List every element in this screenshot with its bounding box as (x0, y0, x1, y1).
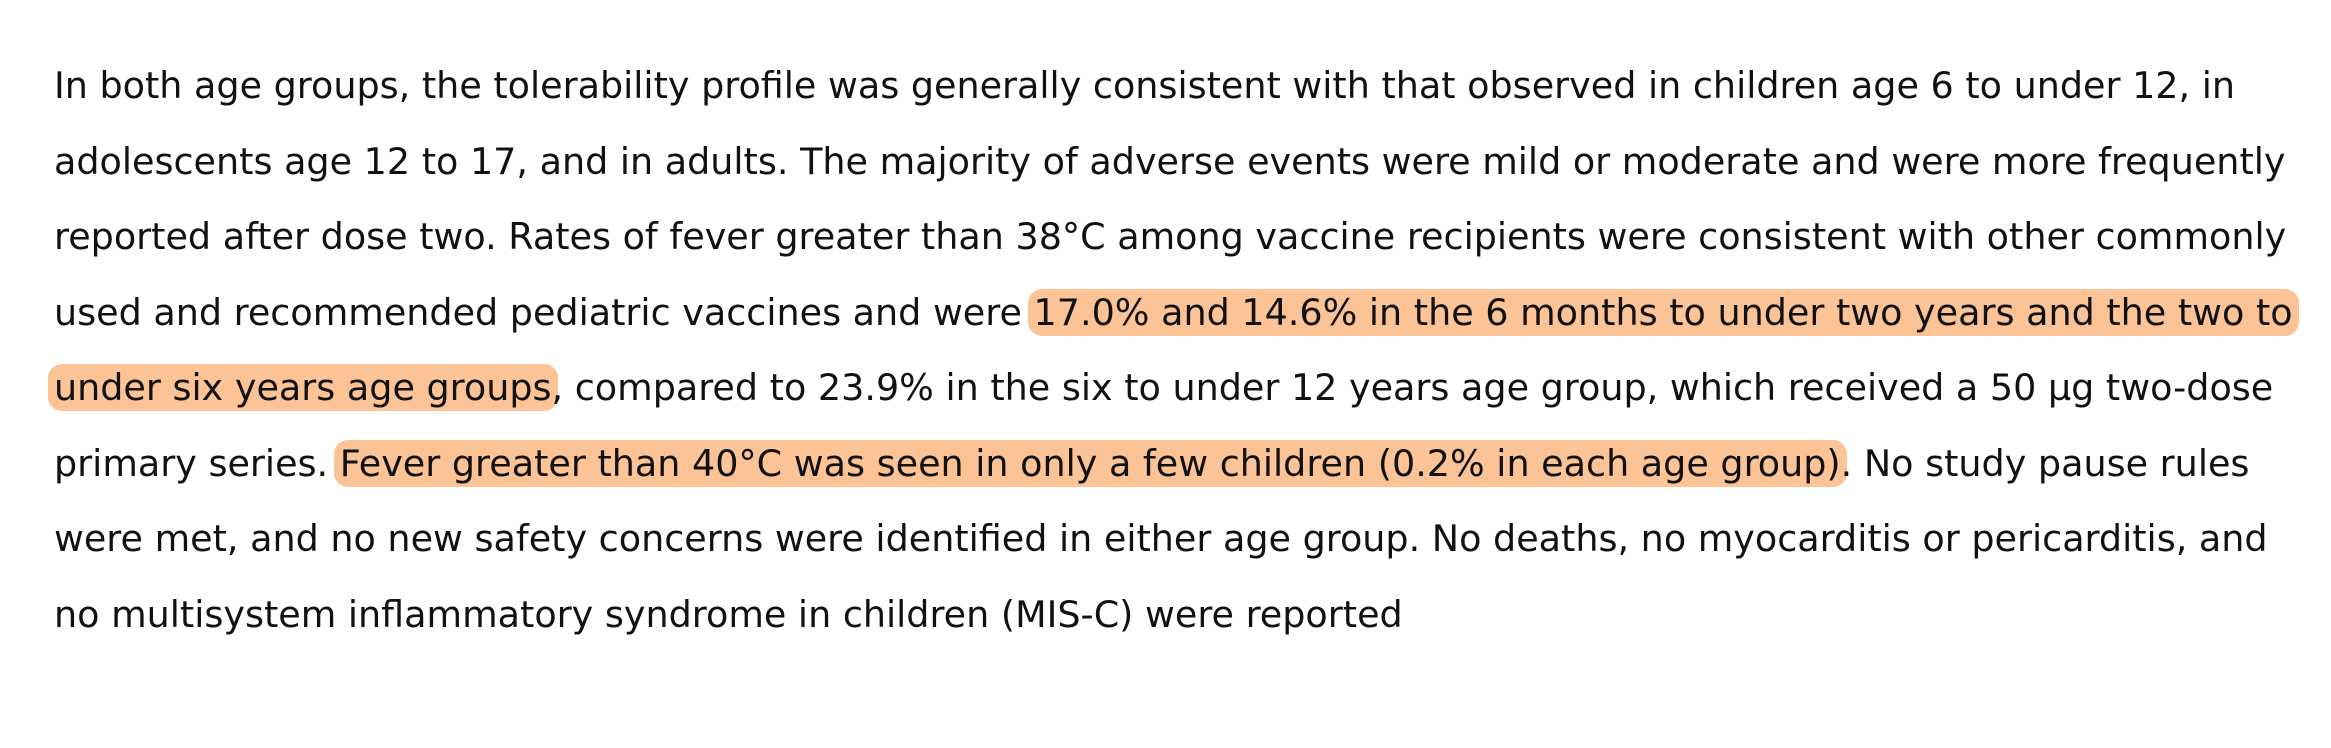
text-segment: . No study pause rules were met, and no … (54, 441, 2268, 636)
text-segment: In both age groups, the tolerability pro… (54, 64, 2287, 334)
text-segment: , compared to 23.9% in the six to under … (54, 366, 2274, 485)
highlighted-text-segment: Fever greater than 40°C was seen in only… (333, 439, 1847, 487)
body-paragraph: In both age groups, the tolerability pro… (48, 48, 2324, 652)
